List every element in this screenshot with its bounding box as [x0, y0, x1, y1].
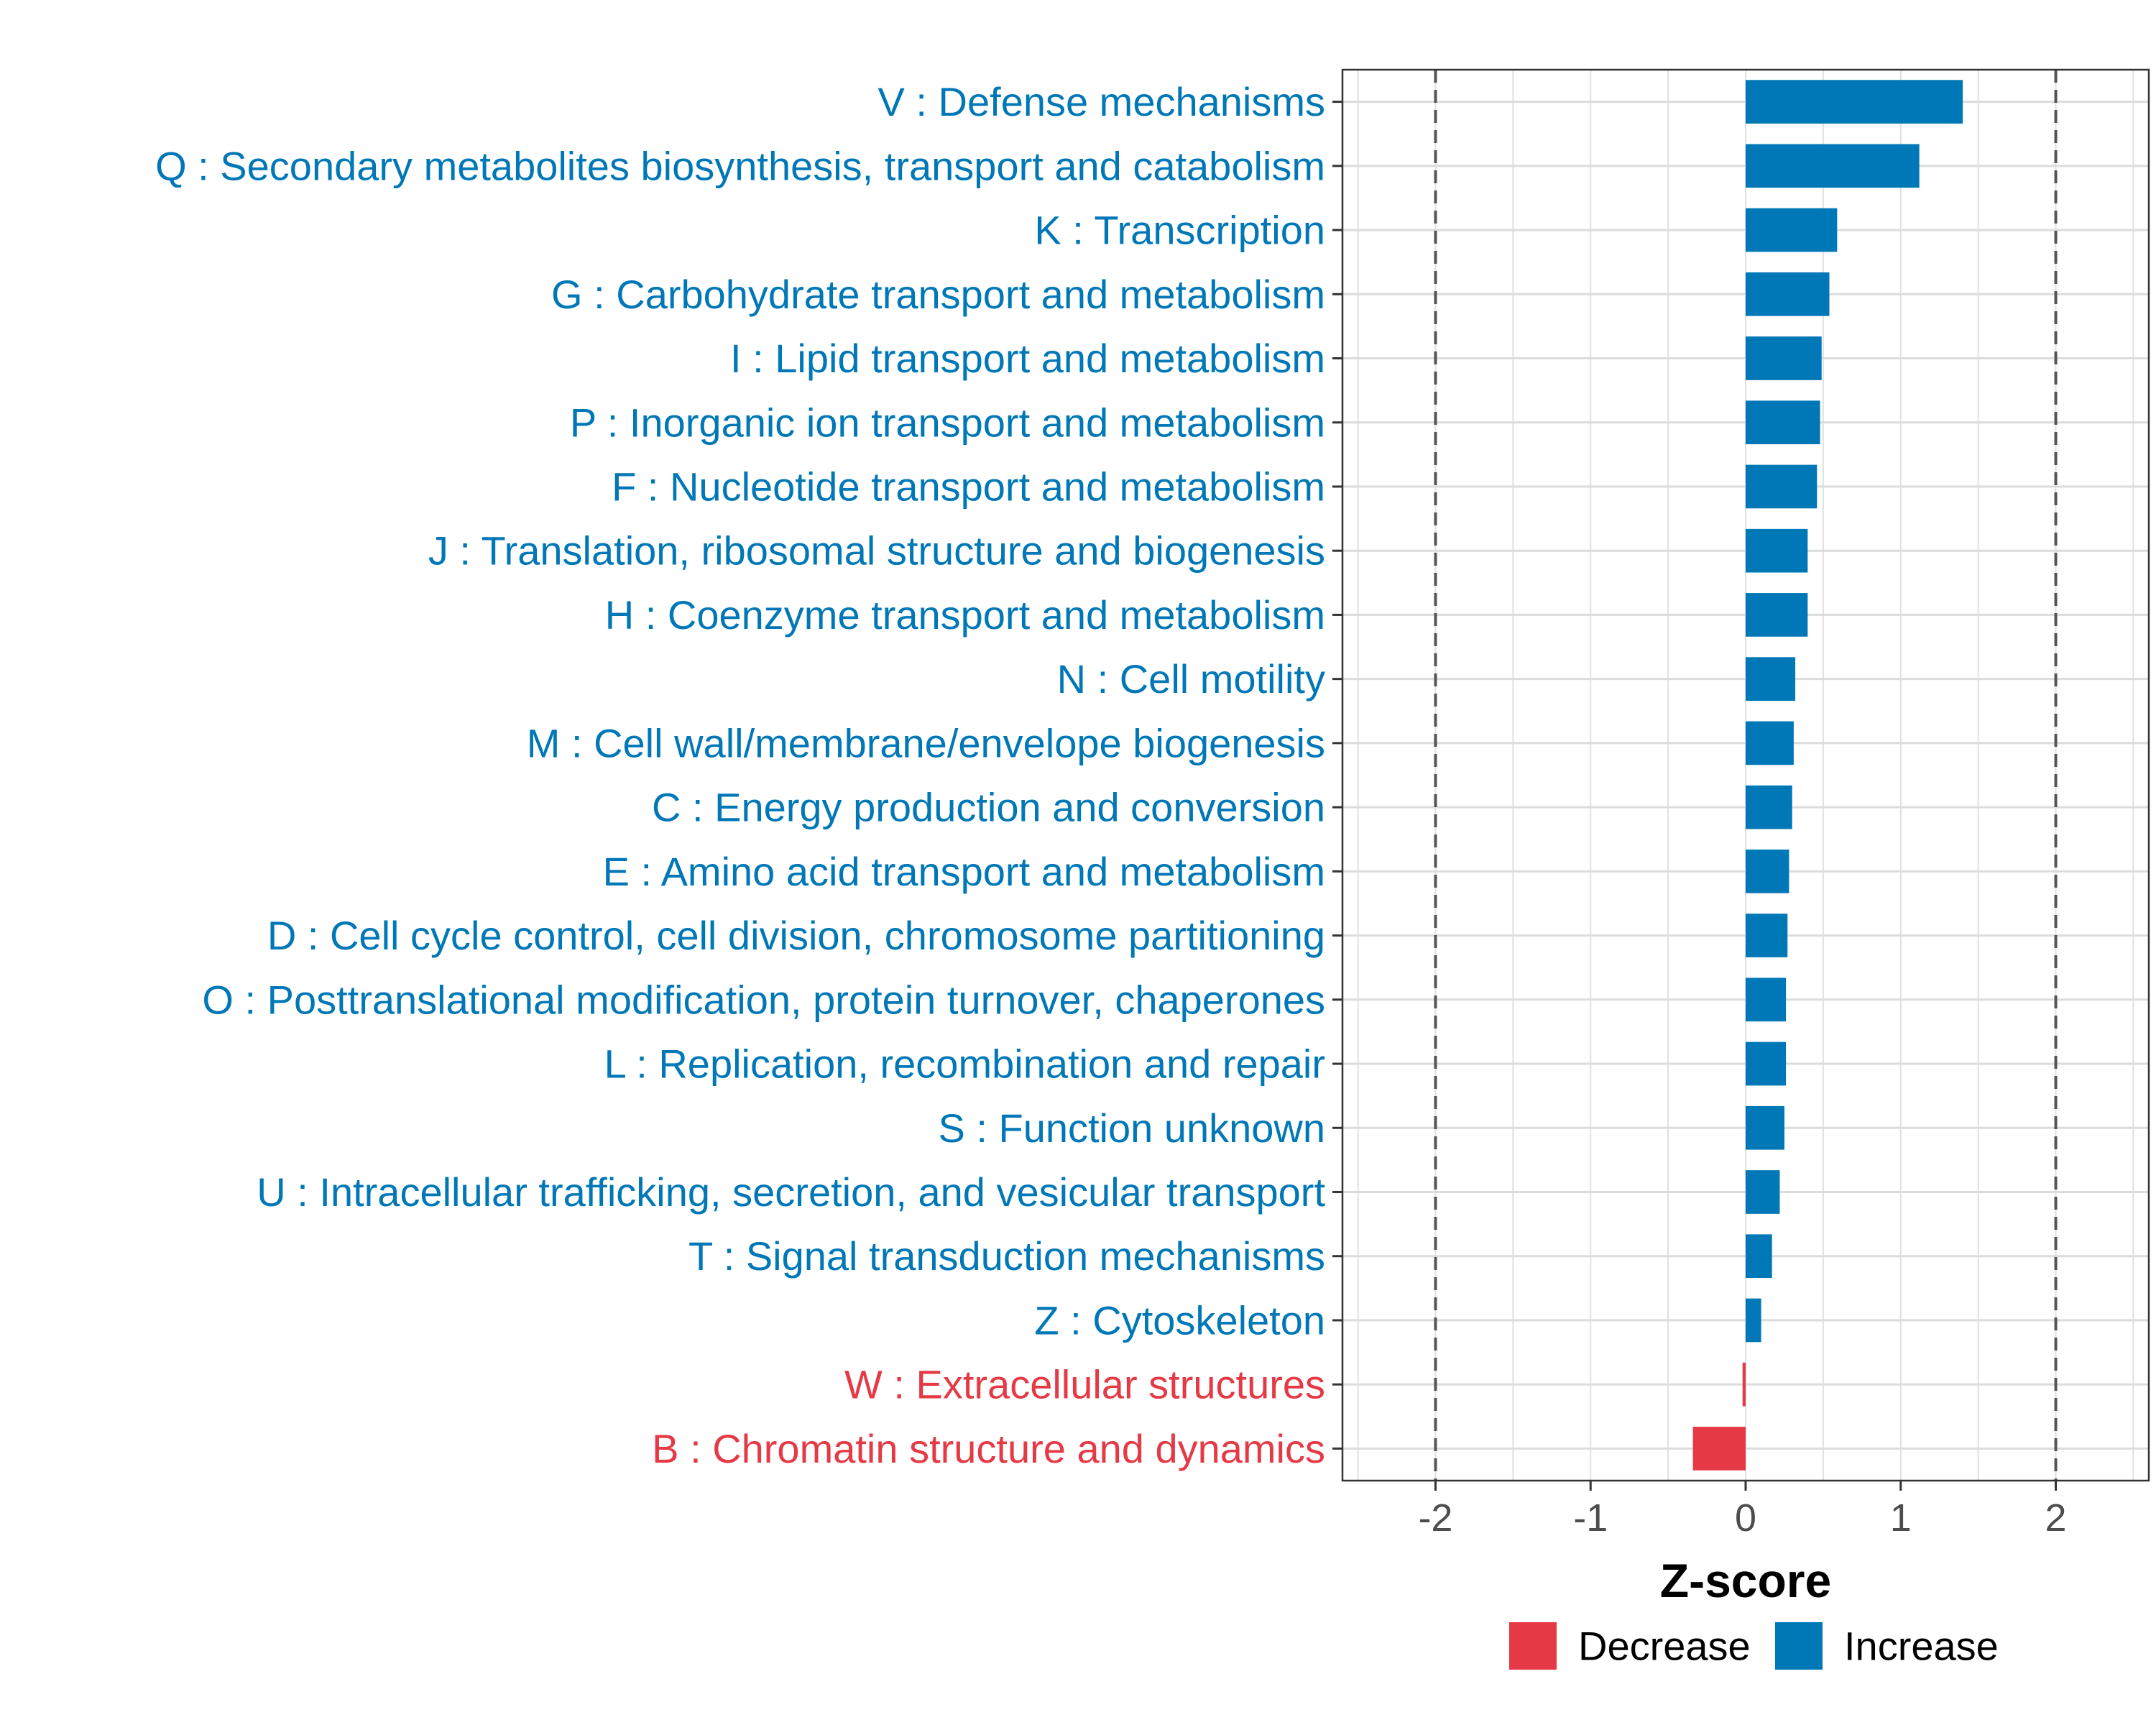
category-label: T : Signal transduction mechanisms [688, 1233, 1325, 1279]
legend: Decrease Increase [1509, 1622, 1999, 1670]
category-label: V : Defense mechanisms [878, 79, 1325, 124]
bar [1746, 400, 1820, 445]
bar [1746, 657, 1796, 701]
category-label: C : Energy production and conversion [652, 785, 1325, 830]
x-axis-ticks: -2 -1 0 1 2 [1418, 1481, 2067, 1540]
category-label: H : Coenzyme transport and metabolism [605, 592, 1325, 638]
category-label: W : Extracellular structures [844, 1362, 1325, 1407]
bar [1746, 1234, 1772, 1279]
bar [1742, 1362, 1746, 1407]
category-label: I : Lipid transport and metabolism [730, 336, 1325, 381]
category-label: O : Posttranslational modification, prot… [202, 977, 1325, 1022]
bar [1746, 914, 1788, 957]
bar [1746, 785, 1792, 829]
bar [1746, 1105, 1784, 1150]
bar [1746, 721, 1794, 765]
category-label: M : Cell wall/membrane/envelope biogenes… [527, 720, 1325, 765]
reference-lines [1434, 70, 2058, 1481]
legend-swatch-decrease [1509, 1622, 1557, 1670]
y-axis-ticks [1332, 101, 1342, 1450]
bar [1746, 978, 1787, 1022]
x-tick-label: 0 [1735, 1496, 1756, 1540]
bar [1746, 850, 1789, 893]
bar [1746, 464, 1818, 509]
category-label: J : Translation, ribosomal structure and… [428, 528, 1325, 574]
legend-label-increase: Increase [1844, 1624, 1999, 1669]
bar [1746, 272, 1830, 316]
bar [1746, 80, 1963, 124]
bar [1746, 1170, 1780, 1214]
category-label: E : Amino acid transport and metabolism [603, 849, 1325, 894]
bar [1746, 144, 1920, 188]
category-label: U : Intracellular trafficking, secretion… [257, 1169, 1325, 1215]
category-label: L : Replication, recombination and repai… [604, 1041, 1325, 1087]
bar [1746, 1041, 1787, 1086]
category-label: D : Cell cycle control, cell division, c… [267, 913, 1325, 958]
bar [1692, 1427, 1746, 1471]
legend-swatch-increase [1775, 1622, 1823, 1670]
category-label: P : Inorganic ion transport and metaboli… [570, 400, 1325, 445]
bars [1692, 80, 1963, 1471]
legend-label-decrease: Decrease [1578, 1624, 1751, 1669]
bar [1746, 208, 1838, 252]
bar [1746, 1298, 1761, 1343]
category-label: S : Function unknown [938, 1105, 1325, 1151]
x-tick-label: 2 [2045, 1496, 2067, 1540]
category-label: N : Cell motility [1057, 656, 1325, 702]
category-labels: V : Defense mechanisms Q : Secondary meta… [155, 79, 1325, 1471]
category-label: G : Carbohydrate transport and metabolis… [551, 272, 1325, 317]
category-label: Z : Cytoskeleton [1034, 1297, 1325, 1343]
x-tick-label: -2 [1418, 1496, 1452, 1540]
bar [1746, 593, 1808, 637]
category-label: Q : Secondary metabolites biosynthesis, … [155, 143, 1325, 188]
bar [1746, 336, 1822, 380]
category-label: B : Chromatin structure and dynamics [652, 1426, 1325, 1471]
x-tick-label: 1 [1890, 1496, 1912, 1540]
x-axis-title: Z-score [1660, 1554, 1831, 1607]
category-label: K : Transcription [1034, 208, 1325, 253]
x-tick-label: -1 [1573, 1496, 1608, 1540]
bar [1746, 528, 1808, 573]
category-label: F : Nucleotide transport and metabolism [612, 464, 1325, 509]
